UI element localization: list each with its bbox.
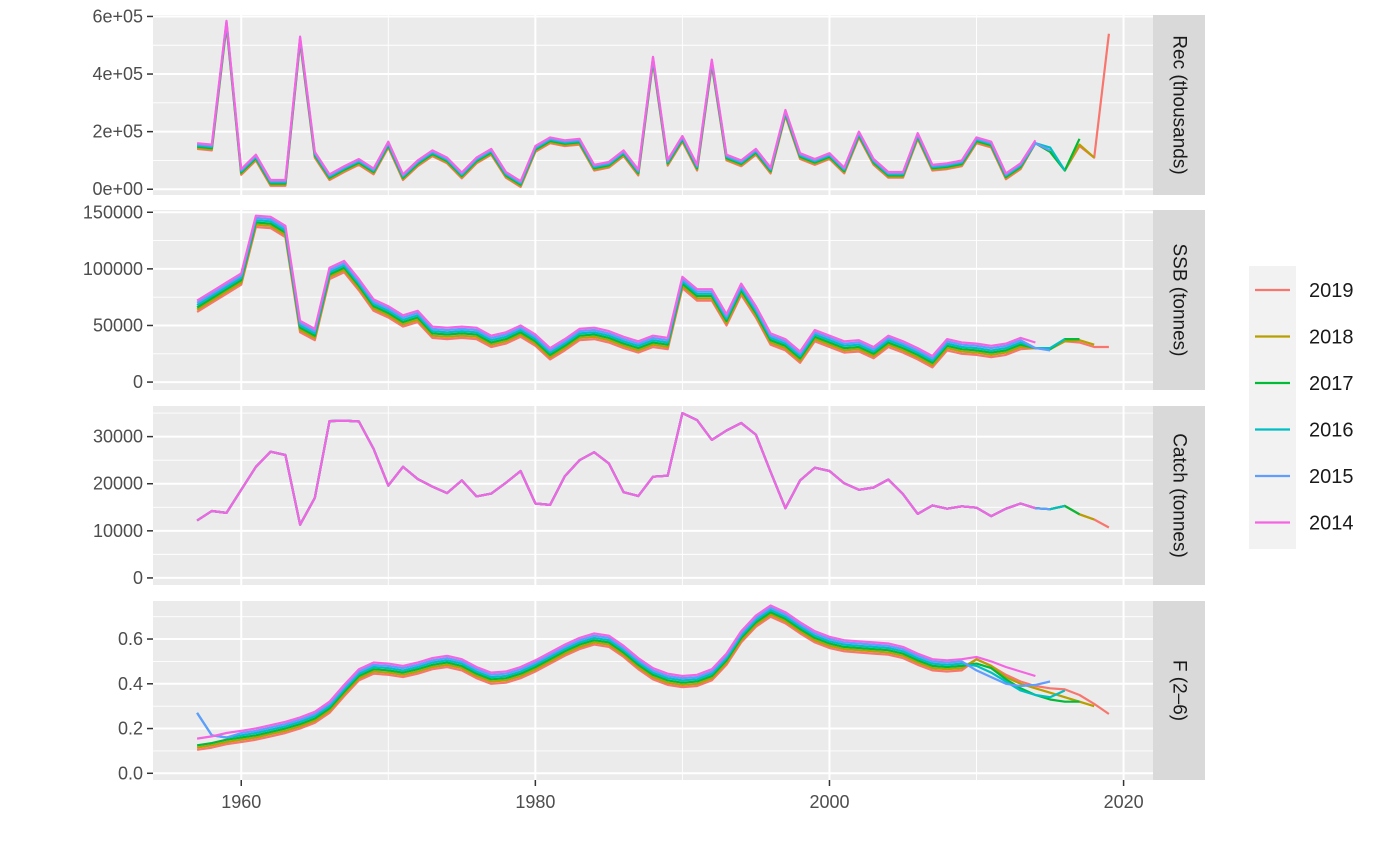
legend-label: 2018 [1309, 327, 1354, 349]
panel-1: 0 50000 100000 150000 SSB (tonnes) [83, 202, 1205, 392]
y-tick-label: 0 [133, 568, 143, 588]
series-line-2015 [196, 216, 1051, 360]
y-tick-label: 100000 [83, 259, 143, 279]
series-line-2016 [196, 219, 1066, 362]
series-line-2015 [196, 606, 1051, 739]
legend: 2019 2018 2017 2016 2015 2014 [1249, 266, 1354, 549]
strip-background [1153, 210, 1205, 390]
y-tick-label: 0 [133, 372, 143, 392]
series-line-2016 [196, 608, 1066, 739]
legend-label: 2014 [1309, 513, 1354, 535]
legend-key-background [1249, 266, 1296, 549]
series-line-2014 [196, 19, 1037, 183]
panel-3: 0.0 0.2 0.4 0.6 F (2–6) [118, 601, 1205, 783]
panel-2: 0 10000 20000 30000 Catch (tonnes) [93, 406, 1205, 588]
y-tick-label: 10000 [93, 521, 143, 541]
legend-label: 2017 [1309, 373, 1354, 395]
x-axis: 1960 1980 2000 2020 [221, 780, 1144, 812]
y-tick-label: 2e+05 [92, 122, 143, 142]
series-line-2014 [196, 412, 1036, 526]
legend-label: 2015 [1309, 466, 1354, 488]
x-tick-label: 2020 [1104, 792, 1144, 812]
y-tick-label: 0.6 [118, 629, 143, 649]
legend-label: 2016 [1309, 420, 1354, 442]
strip-label: Rec (thousands) [1169, 35, 1190, 174]
series-line-2014 [196, 604, 1036, 740]
panels: 0e+00 2e+05 4e+05 6e+05 Rec (thousands) 0 5000… [83, 6, 1205, 783]
strip-background [1153, 406, 1205, 585]
y-tick-label: 30000 [93, 427, 143, 447]
series-line-2019 [196, 225, 1109, 369]
x-tick-label: 1980 [515, 792, 555, 812]
y-tick-label: 0.4 [118, 674, 143, 694]
y-tick-label: 0e+00 [92, 179, 143, 199]
series-line-2018 [196, 613, 1095, 749]
strip-background [1153, 601, 1205, 780]
panel-background [153, 406, 1153, 585]
strip-label: SSB (tonnes) [1169, 244, 1190, 357]
strip-label: Catch (tonnes) [1169, 433, 1190, 558]
y-tick-label: 4e+05 [92, 64, 143, 84]
strip-label: F (2–6) [1169, 660, 1190, 721]
x-tick-label: 2000 [809, 792, 849, 812]
series-line-2017 [196, 611, 1080, 747]
y-tick-label: 20000 [93, 474, 143, 494]
series-line-2018 [196, 223, 1095, 367]
y-tick-label: 150000 [83, 202, 143, 222]
y-tick-label: 0.0 [118, 763, 143, 783]
y-tick-label: 0.2 [118, 719, 143, 739]
y-tick-label: 6e+05 [92, 6, 143, 26]
panel-background [153, 601, 1153, 780]
series-line-2017 [196, 221, 1080, 364]
series-line-2014 [196, 214, 1036, 358]
y-tick-label: 50000 [93, 315, 143, 335]
panel-0: 0e+00 2e+05 4e+05 6e+05 Rec (thousands) [92, 6, 1205, 199]
x-tick-label: 1960 [221, 792, 261, 812]
strip-background [1153, 15, 1205, 195]
legend-label: 2019 [1309, 280, 1354, 302]
series-line-2019 [196, 615, 1110, 751]
panel-background [153, 210, 1153, 390]
